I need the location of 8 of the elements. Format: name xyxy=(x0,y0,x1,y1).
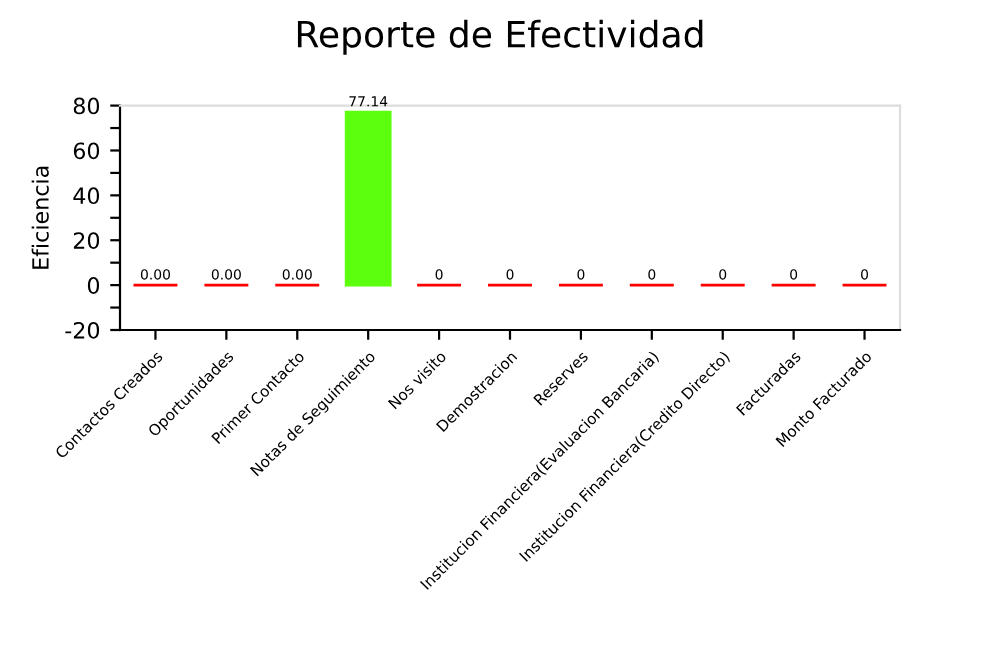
y-axis-title: Eficiencia xyxy=(31,166,49,269)
y-tick-label: 20 xyxy=(73,232,100,249)
y-tick-label: 80 xyxy=(73,97,100,115)
y-tick-label: 60 xyxy=(73,142,100,160)
y-tick-label: 40 xyxy=(73,187,100,205)
y-tick-label: -20 xyxy=(65,321,100,339)
chart-title: Reporte de Efectividad xyxy=(297,19,703,55)
y-tick-label: 0 xyxy=(87,277,100,294)
